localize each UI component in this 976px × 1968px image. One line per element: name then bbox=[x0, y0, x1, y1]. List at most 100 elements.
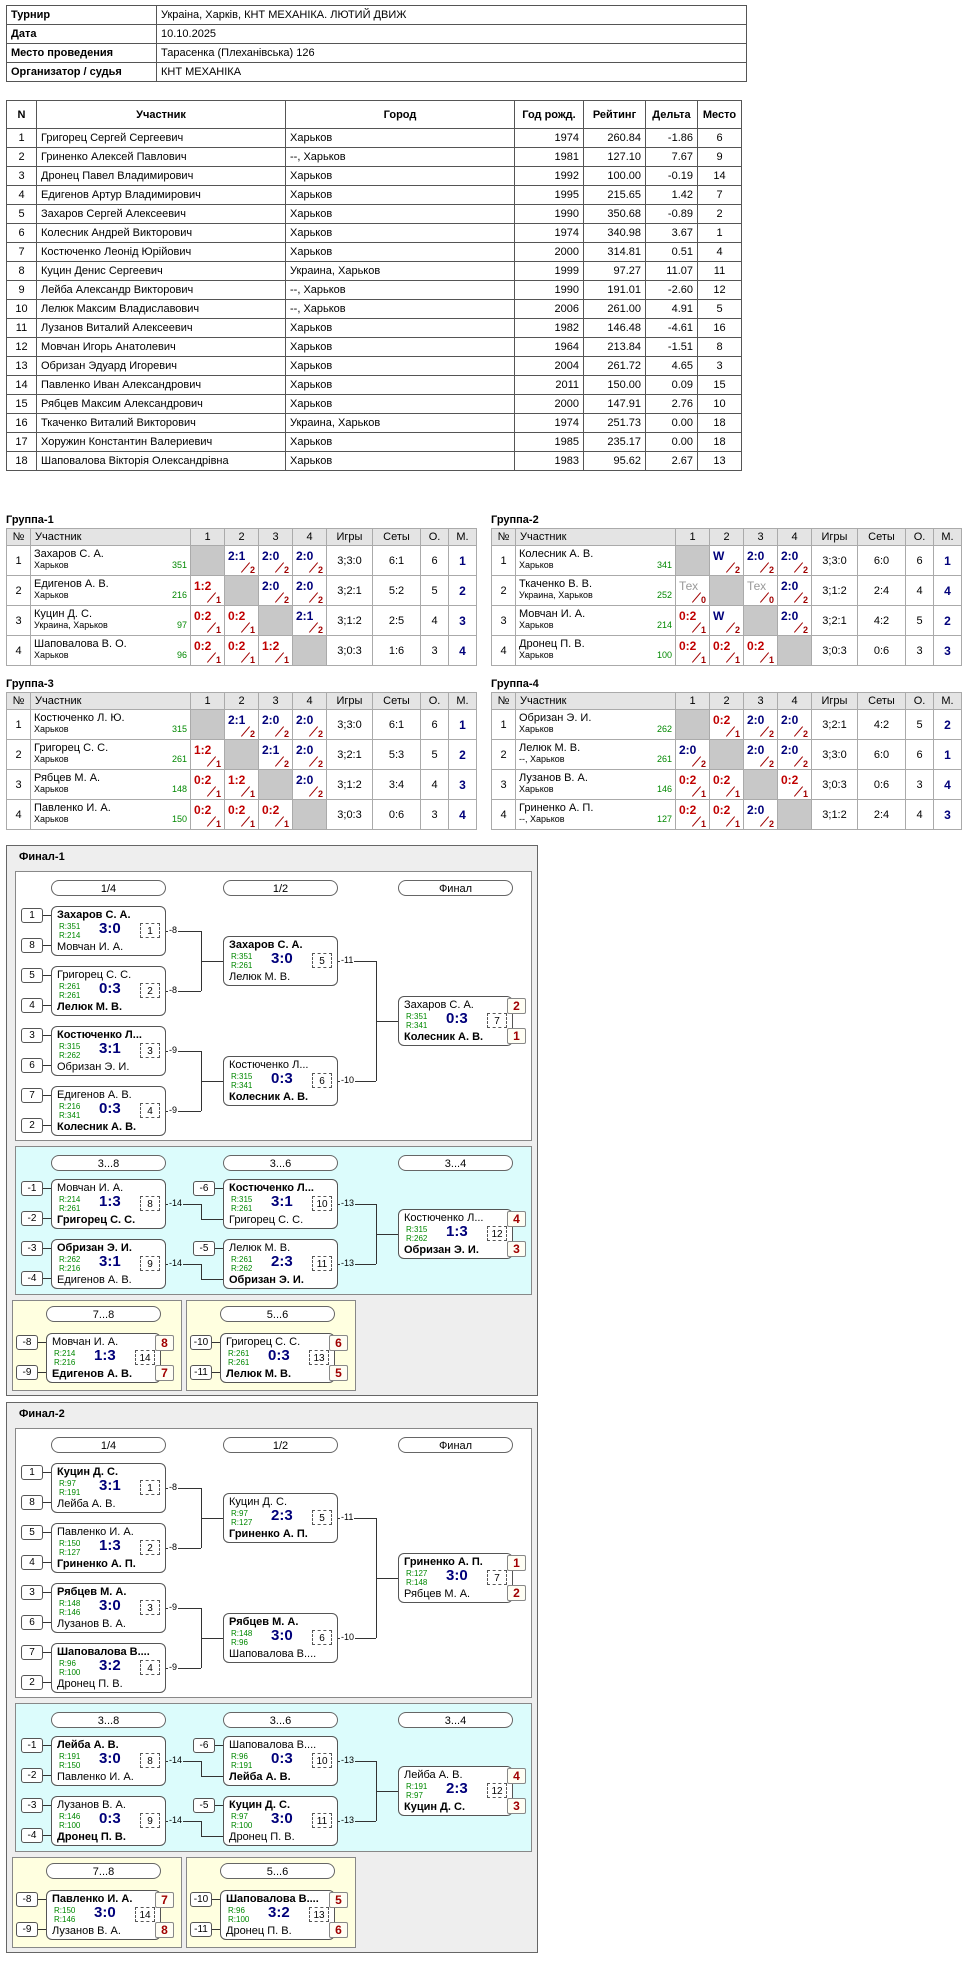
slash bbox=[274, 592, 285, 603]
seed: -11 bbox=[190, 1922, 212, 1937]
cell: 146.48 bbox=[583, 318, 646, 338]
place: 2 bbox=[933, 605, 962, 636]
slash bbox=[691, 816, 702, 827]
result-score: 0:2 bbox=[713, 639, 731, 653]
header-row: № Участник 1 2 3 4 Игры Сеты О. М. bbox=[6, 528, 477, 546]
participant-rating: 127 bbox=[656, 814, 672, 824]
connector bbox=[166, 991, 201, 992]
result: 2:0 2 bbox=[294, 711, 326, 739]
match-score: 0:3 bbox=[99, 980, 121, 997]
cell: 14 bbox=[6, 375, 37, 395]
connector bbox=[43, 1805, 51, 1806]
player-rating: R:351 bbox=[59, 922, 81, 931]
result-points: 1 bbox=[734, 729, 740, 739]
participant-row: 14 Павленко Иван Александрович Харьков 2011… bbox=[6, 375, 742, 395]
cell: 235.17 bbox=[583, 432, 646, 452]
result-points: 2 bbox=[249, 729, 255, 739]
result-score: 2:0 bbox=[296, 743, 314, 757]
result-score: 2:0 bbox=[296, 713, 314, 727]
participant-row: 8 Куцин Денис Сергеевич Украина, Харьков 19… bbox=[6, 261, 742, 281]
cell: 16 bbox=[697, 318, 742, 338]
player-name: Лелюк М. В. bbox=[226, 1368, 292, 1380]
match-box: Лейба А. В. R:191 Павленко И. А. R:150 3:0 8 bbox=[51, 1736, 166, 1786]
cell: 4 bbox=[697, 242, 742, 262]
player-name: Павленко И. А. bbox=[57, 1771, 134, 1783]
participant-row: 4 Едигенов Артур Владимирович Харьков 1995 2… bbox=[6, 185, 742, 205]
connector bbox=[43, 1532, 51, 1533]
column-header: 3 bbox=[258, 692, 293, 710]
connector bbox=[201, 1264, 202, 1279]
player-rating: R:214 bbox=[59, 1195, 81, 1204]
player-rating: R:315 bbox=[231, 1195, 253, 1204]
place-bracket: 7...8 -8 -9 Мовчан И. А. R:214 Едигенов А. В.… bbox=[12, 1300, 182, 1391]
participant-rating: 100 bbox=[656, 650, 672, 660]
connector bbox=[338, 1761, 376, 1762]
slash bbox=[206, 786, 217, 797]
match-number: 12 bbox=[487, 1783, 507, 1798]
seed: -8 bbox=[16, 1892, 38, 1907]
sets: 2:5 bbox=[372, 605, 421, 636]
result-points: 1 bbox=[734, 789, 740, 799]
connector bbox=[338, 1638, 376, 1639]
player-name: Рябцев М. А. bbox=[229, 1616, 299, 1628]
loser-link: -13 bbox=[340, 1755, 356, 1765]
result-points: 1 bbox=[249, 655, 255, 665]
cell: 10 bbox=[697, 394, 742, 414]
connector bbox=[43, 1835, 51, 1836]
games: 3;3:0 bbox=[326, 709, 373, 740]
place-badge: 1 bbox=[507, 1555, 526, 1571]
cell: 97.27 bbox=[583, 261, 646, 281]
cell: -4.61 bbox=[645, 318, 698, 338]
result-score: 2:0 bbox=[781, 579, 799, 593]
player-name: Гриненко А. П. bbox=[57, 1558, 136, 1570]
slash bbox=[759, 756, 770, 767]
row-number: 2 bbox=[6, 575, 31, 606]
info-label: Место проведения bbox=[6, 43, 157, 63]
player-rating: R:315 bbox=[231, 1072, 253, 1081]
group-row: 1 Обризан Э. И. Харьков 262 0:2 1 2:0 2 2:0 2 3;2:… bbox=[491, 709, 962, 740]
match-score: 2:3 bbox=[271, 1507, 293, 1524]
participant-city: Харьков bbox=[34, 724, 69, 734]
participant-rating: 146 bbox=[656, 784, 672, 794]
seed: 4 bbox=[21, 998, 43, 1013]
cell: 18 bbox=[6, 451, 37, 471]
points: 4 bbox=[420, 605, 449, 636]
round-header: 3...8 bbox=[51, 1155, 166, 1171]
participant-city: Харьков bbox=[34, 754, 69, 764]
player-name: Куцин Д. С. bbox=[404, 1801, 466, 1813]
result-score: 2:0 bbox=[679, 743, 697, 757]
result: 2:0 2 bbox=[260, 577, 292, 605]
group-table: № Участник 1 2 3 4 Игры Сеты О. М. 1 Костюченко Л. … bbox=[6, 692, 477, 830]
row-number: 4 bbox=[6, 799, 31, 830]
cell: 1990 bbox=[514, 280, 584, 300]
column-header: Участник bbox=[36, 100, 286, 129]
result-points: 2 bbox=[317, 625, 323, 635]
player-rating: R:96 bbox=[228, 1906, 245, 1915]
info-label: Турнир bbox=[6, 5, 157, 25]
slash bbox=[206, 592, 217, 603]
result-cell bbox=[675, 709, 710, 740]
player-rating: R:261 bbox=[231, 1204, 253, 1213]
loser-link: -9 bbox=[168, 1105, 179, 1115]
result: Тех 0 bbox=[677, 577, 709, 605]
player-name: Лейба А. В. bbox=[57, 1739, 119, 1751]
player-rating: R:216 bbox=[54, 1358, 76, 1367]
participant-sub: --, Харьков 127 bbox=[519, 814, 672, 824]
participant-name: Рябцев М. А. bbox=[34, 772, 101, 784]
place: 1 bbox=[448, 709, 477, 740]
connector bbox=[38, 1929, 46, 1930]
match-number: 5 bbox=[312, 1510, 332, 1525]
result-cell: 2:1 2 bbox=[224, 545, 259, 576]
connector bbox=[376, 1578, 398, 1579]
participant-rating: 261 bbox=[171, 754, 187, 764]
participant-row: 15 Рябцев Максим Александрович Харьков 2000… bbox=[6, 394, 742, 414]
cell: 15 bbox=[697, 375, 742, 395]
slash bbox=[308, 756, 319, 767]
player-rating: R:214 bbox=[54, 1349, 76, 1358]
participant-cell: Рябцев М. А. Харьков 148 bbox=[30, 769, 191, 800]
cell: Рябцев Максим Александрович bbox=[36, 394, 286, 414]
match-box: Павленко И. А. R:150 Гриненко А. П. R:127 1:… bbox=[51, 1523, 166, 1573]
cell: 1995 bbox=[514, 185, 584, 205]
match-number: 14 bbox=[135, 1350, 155, 1365]
main-bracket: 1/4 1/2 Финал 1 8 -8 Захаров С. А. R:351 Мовчан … bbox=[15, 871, 532, 1141]
